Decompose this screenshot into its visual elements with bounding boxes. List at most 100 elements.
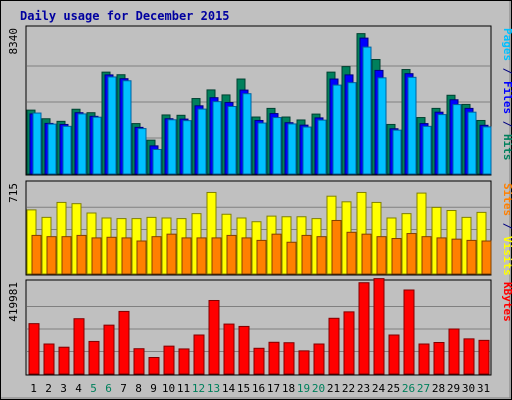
- bar-pages-day-6: [107, 76, 117, 175]
- bar-sites-day-8: [136, 240, 147, 275]
- x-tick-label-day-2: 2: [45, 382, 52, 395]
- x-tick-label-day-22: 22: [342, 382, 355, 395]
- bar-kbytes-day-8: [133, 348, 145, 375]
- bar-sites-day-13: [211, 237, 222, 275]
- bar-kbytes-day-5: [88, 340, 100, 375]
- bar-pages-day-3: [62, 125, 72, 175]
- x-tick-label-day-15: 15: [237, 382, 250, 395]
- series-pages: [32, 46, 492, 175]
- bar-kbytes-day-4: [73, 318, 85, 375]
- panel-top-legend-part-2: Files: [501, 81, 512, 114]
- bar-pages-day-13: [212, 101, 222, 175]
- bar-kbytes-day-3: [58, 346, 70, 375]
- x-tick-label-day-10: 10: [162, 382, 175, 395]
- x-tick-label-day-16: 16: [252, 382, 265, 395]
- bar-kbytes-day-26: [403, 289, 415, 375]
- x-tick-label-day-24: 24: [372, 382, 386, 395]
- bar-kbytes-day-7: [118, 310, 130, 375]
- bar-sites-day-23: [361, 233, 372, 275]
- bar-pages-day-27: [422, 125, 432, 175]
- bar-sites-day-7: [121, 237, 132, 275]
- bar-kbytes-day-18: [283, 342, 295, 375]
- x-tick-label-day-28: 28: [432, 382, 445, 395]
- bar-pages-day-5: [92, 116, 102, 175]
- x-tick-label-day-30: 30: [462, 382, 475, 395]
- bar-kbytes-day-21: [328, 317, 340, 375]
- bar-kbytes-day-11: [178, 348, 190, 375]
- bar-kbytes-day-12: [193, 334, 205, 375]
- bar-kbytes-day-29: [448, 328, 460, 375]
- x-tick-label-day-7: 7: [120, 382, 127, 395]
- panel-top-legend-part-0: Pages: [501, 28, 512, 61]
- chart-title: Daily usage for December 2015: [20, 9, 230, 23]
- panel-middle-legend: Sites / Visits: [501, 183, 512, 276]
- bar-sites-day-14: [226, 234, 237, 275]
- bar-kbytes-day-20: [313, 343, 325, 375]
- panel-top-ymax-label: 8340: [7, 28, 20, 55]
- panel-middle: 715 Sites / Visits: [7, 180, 512, 276]
- x-tick-label-day-3: 3: [60, 382, 67, 395]
- bar-sites-day-24: [376, 236, 387, 275]
- bar-kbytes-day-14: [223, 323, 235, 375]
- bar-kbytes-day-17: [268, 341, 280, 375]
- bar-sites-day-31: [481, 240, 492, 275]
- x-tick-label-day-21: 21: [327, 382, 340, 395]
- bar-sites-day-19: [301, 234, 312, 275]
- bar-sites-day-5: [91, 237, 102, 275]
- chart-panels: 8340 Pages / Files / Hits 715 Sites / Visit…: [7, 25, 512, 376]
- bar-sites-day-30: [466, 239, 477, 275]
- x-tick-label-day-19: 19: [297, 382, 310, 395]
- bar-pages-day-19: [302, 126, 312, 175]
- bar-pages-day-24: [377, 77, 387, 175]
- x-tick-label-day-14: 14: [222, 382, 236, 395]
- bar-sites-day-22: [346, 231, 357, 275]
- bar-sites-day-26: [406, 233, 417, 275]
- x-tick-label-day-25: 25: [387, 382, 400, 395]
- bar-kbytes-day-13: [208, 299, 220, 375]
- panel-bottom-legend: KBytes: [501, 282, 512, 322]
- x-tick-label-day-20: 20: [312, 382, 325, 395]
- x-tick-label-day-6: 6: [105, 382, 112, 395]
- x-tick-label-day-4: 4: [75, 382, 82, 395]
- bar-pages-day-14: [227, 105, 237, 175]
- bar-kbytes-day-10: [163, 345, 175, 375]
- x-tick-label-day-13: 13: [207, 382, 220, 395]
- bar-pages-day-9: [152, 148, 162, 175]
- x-tick-label-day-18: 18: [282, 382, 295, 395]
- bar-sites-day-16: [256, 239, 267, 275]
- panel-top-legend-part-3: /: [501, 114, 512, 134]
- bar-kbytes-day-24: [373, 278, 385, 375]
- bar-sites-day-25: [391, 238, 402, 275]
- bar-pages-day-23: [362, 46, 372, 175]
- bar-pages-day-18: [287, 123, 297, 175]
- bar-pages-day-31: [482, 126, 492, 175]
- x-tick-label-day-9: 9: [150, 382, 157, 395]
- bar-sites-day-2: [46, 236, 57, 275]
- bar-pages-day-4: [77, 113, 87, 175]
- bar-sites-day-21: [331, 219, 342, 275]
- bar-kbytes-day-27: [418, 343, 430, 375]
- x-tick-label-day-11: 11: [177, 382, 190, 395]
- bar-sites-day-20: [316, 236, 327, 275]
- bar-sites-day-6: [106, 236, 117, 275]
- bar-kbytes-day-1: [28, 323, 40, 375]
- bar-pages-day-30: [467, 111, 477, 175]
- panel-top-legend-part-1: /: [501, 61, 512, 81]
- bar-pages-day-29: [452, 104, 462, 175]
- x-tick-label-day-31: 31: [477, 382, 490, 395]
- bar-pages-day-20: [317, 119, 327, 175]
- bar-sites-day-12: [196, 237, 207, 275]
- x-tick-label-day-29: 29: [447, 382, 460, 395]
- bar-kbytes-day-6: [103, 324, 115, 375]
- bar-kbytes-day-23: [358, 282, 370, 375]
- bar-pages-day-8: [137, 128, 147, 175]
- bar-kbytes-day-25: [388, 334, 400, 375]
- bar-sites-day-10: [166, 233, 177, 275]
- series-sites: [31, 219, 492, 275]
- x-axis-labels: 1 2 3 4 5 6 7 8 9 10 11 12 13 14 15 16 17 18 19 20 21 22 23 24 2…: [30, 382, 490, 395]
- x-tick-label-day-23: 23: [357, 382, 370, 395]
- bar-pages-day-10: [167, 119, 177, 175]
- panel-middle-legend-part-2: Visits: [501, 236, 512, 276]
- bar-sites-day-3: [61, 236, 72, 275]
- bar-kbytes-day-2: [43, 343, 55, 375]
